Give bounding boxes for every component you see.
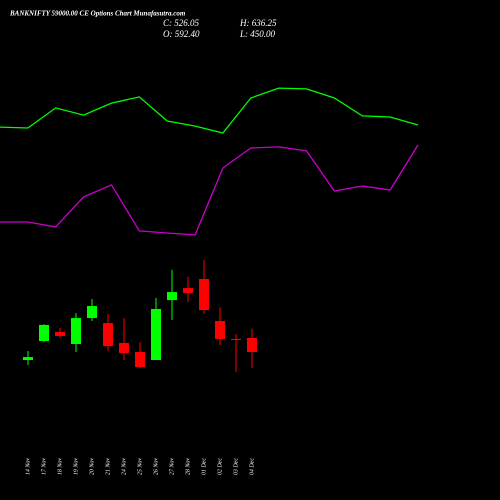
x-tick-label: 02 Dec (217, 458, 223, 475)
x-tick-label: 20 Nov (89, 458, 95, 476)
indicator-line (0, 87, 419, 134)
candle-body (119, 342, 129, 354)
x-tick-label: 19 Nov (73, 458, 79, 476)
candle-body (135, 352, 145, 367)
x-tick-label: 28 Nov (185, 458, 191, 476)
candle-body (247, 337, 257, 352)
candle-body (71, 318, 81, 344)
x-tick-label: 18 Nov (57, 458, 63, 476)
x-tick-label: 27 Nov (169, 458, 175, 476)
stat: H: 636.25 (239, 18, 277, 28)
candle-body (39, 325, 49, 342)
stat: C: 526.05 (163, 18, 200, 28)
candle-body (103, 323, 113, 347)
candle-body (87, 306, 97, 319)
candle-body (231, 338, 241, 340)
candle-body (151, 308, 161, 361)
x-tick-label: 03 Dec (233, 458, 239, 475)
candle-body (167, 292, 177, 301)
x-tick-label: 24 Nov (120, 458, 127, 476)
x-tick-label: 26 Nov (153, 458, 159, 476)
x-tick-label: 25 Nov (137, 458, 143, 476)
candle-body (23, 357, 33, 361)
x-tick-label: 14 Nov (24, 458, 31, 476)
stat: O: 592.40 (163, 29, 200, 39)
x-tick-label: 04 Dec (248, 458, 255, 475)
candle-body (55, 331, 65, 336)
x-tick-label: 21 Nov (105, 458, 111, 476)
candle-body (183, 288, 193, 293)
indicator-line (0, 144, 419, 236)
stat: L: 450.00 (239, 29, 276, 39)
candle-body (199, 279, 209, 311)
x-tick-label: 01 Dec (201, 458, 207, 475)
candle-body (215, 320, 225, 339)
x-tick-label: 17 Nov (41, 458, 47, 476)
chart-title: BANKNIFTY 59000.00 CE Options Chart Muna… (9, 10, 186, 18)
